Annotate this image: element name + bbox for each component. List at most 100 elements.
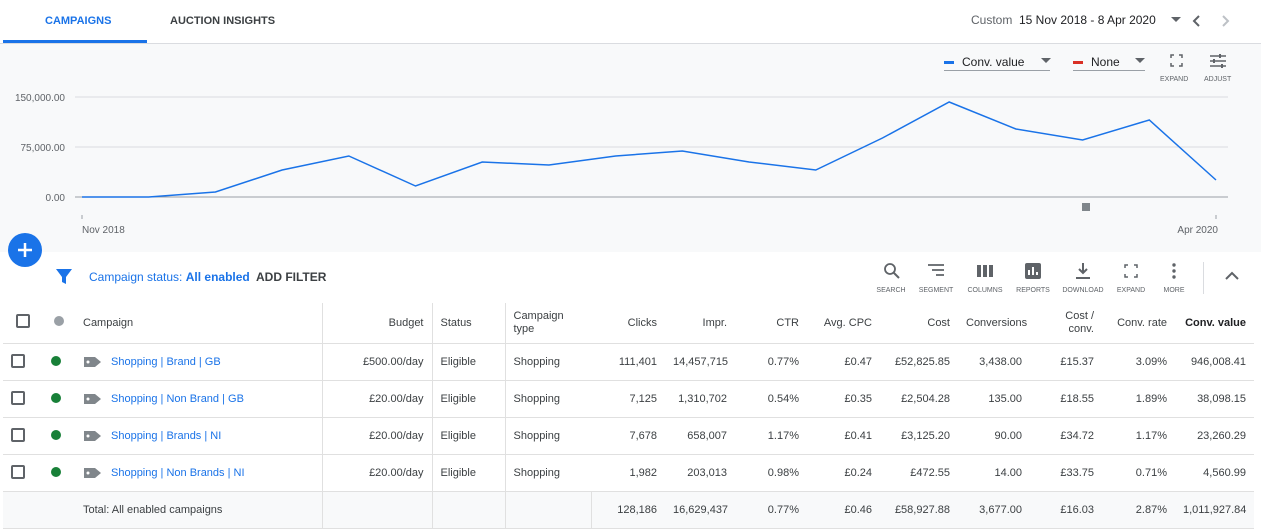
table-cell: Eligible [432, 454, 506, 492]
toolbar-icon [1074, 262, 1092, 285]
table-cell: 2.87% [1102, 491, 1175, 529]
toolbar-button[interactable]: REPORTS [1016, 287, 1050, 294]
icon [977, 265, 993, 277]
table-cell: £0.46 [807, 491, 880, 529]
tab[interactable]: AUCTION INSIGHTS [170, 15, 276, 27]
table-cell: 0.54% [735, 380, 807, 418]
table-cell: £3,125.20 [880, 417, 958, 455]
column-header[interactable]: Clicks [591, 303, 665, 344]
table-cell: 16,629,437 [665, 491, 735, 529]
tag-icon [84, 468, 101, 478]
table-cell: 946,008.41 [1175, 343, 1254, 381]
table-cell: 0.77% [735, 491, 807, 529]
toolbar-button[interactable]: MORE [1163, 287, 1185, 294]
checkbox[interactable] [11, 390, 25, 405]
filter-label[interactable]: Campaign status: All enabled [89, 270, 250, 284]
table-cell: 7,678 [591, 417, 665, 455]
column-header[interactable]: Cost [880, 303, 958, 344]
table-cell: 1,011,927.84 [1175, 491, 1254, 529]
collapse[interactable] [1224, 270, 1240, 282]
table-cell: Eligible [432, 417, 506, 455]
filter-name: Campaign status: [89, 270, 183, 284]
row-status [42, 380, 75, 418]
column-header[interactable]: Conv. value [1175, 303, 1254, 344]
toolbar-button[interactable]: EXPAND [1116, 287, 1146, 294]
table-cell: £18.55 [1030, 380, 1102, 418]
status-dot [51, 392, 61, 403]
toolbar-button[interactable]: DOWNLOAD [1062, 287, 1104, 294]
table-cell: 3,677.00 [958, 491, 1030, 529]
table-cell: 1.89% [1102, 380, 1175, 418]
table-cell: 90.00 [958, 417, 1030, 455]
toolbar-icon [1165, 262, 1183, 285]
table-cell: 23,260.29 [1175, 417, 1254, 455]
y-tick-label: 75,000.00 [21, 143, 66, 154]
campaign-link[interactable]: Shopping | Non Brands | NI [111, 466, 245, 479]
legend-swatch [1073, 61, 1083, 64]
blank-cell [432, 491, 506, 529]
checkbox[interactable] [11, 427, 25, 442]
add-filter[interactable]: ADD FILTER [256, 270, 327, 284]
underline [944, 70, 1050, 71]
table-cell: 1,982 [591, 454, 665, 492]
metric-select[interactable]: Conv. value [962, 55, 1025, 69]
x-tick-label: Apr 2020 [1177, 225, 1218, 236]
checkbox[interactable] [15, 314, 30, 328]
add-button[interactable] [7, 232, 45, 270]
campaign-link[interactable]: Shopping | Brands | NI [111, 429, 222, 442]
filter-icon[interactable] [55, 268, 75, 286]
checkbox[interactable] [11, 353, 25, 368]
column-header[interactable]: Status [432, 303, 506, 344]
table-row: Shopping | Non Brand | GB £20.00/day Eligi… [3, 380, 1254, 418]
column-header[interactable]: CTR [735, 303, 807, 344]
table-cell: Shopping [505, 343, 591, 381]
tab[interactable]: CAMPAIGNS [45, 15, 112, 27]
total-row: Total: All enabled campaigns 128,186 16,62… [3, 491, 1254, 529]
tab-indicator [3, 40, 147, 43]
campaign-cell: Shopping | Non Brands | NI [75, 454, 323, 492]
column-header[interactable]: Avg. CPC [807, 303, 880, 344]
table-cell: 0.77% [735, 343, 807, 381]
table-cell: 4,560.99 [1175, 454, 1254, 492]
legend-swatch [944, 61, 954, 64]
divider [1203, 262, 1204, 294]
row-checkbox [3, 380, 42, 418]
toolbar-button[interactable]: COLUMNS [967, 287, 1003, 294]
annotation-marker[interactable] [1082, 203, 1090, 211]
campaign-link[interactable]: Shopping | Non Brand | GB [111, 392, 244, 405]
table-cell: 0.98% [735, 454, 807, 492]
checkbox[interactable] [11, 464, 25, 479]
table-cell: 7,125 [591, 380, 665, 418]
column-header[interactable]: Campaign type [505, 303, 591, 344]
date-range[interactable]: 15 Nov 2018 - 8 Apr 2020 [1019, 13, 1156, 27]
table-cell: £20.00/day [322, 454, 433, 492]
adjust-button[interactable]: ADJUST [1204, 76, 1232, 83]
column-header[interactable]: Cost / conv. [1030, 303, 1102, 344]
header-checkbox [3, 303, 42, 344]
table-cell: Shopping [505, 417, 591, 455]
column-header[interactable]: Campaign [75, 303, 323, 344]
table-cell: £16.03 [1030, 491, 1102, 529]
icon [1124, 264, 1138, 278]
column-header[interactable]: Budget [322, 303, 433, 344]
column-header[interactable]: Conversions [958, 303, 1030, 344]
table-cell: 658,007 [665, 417, 735, 455]
date-nav[interactable] [1168, 12, 1248, 30]
campaign-cell: Shopping | Brand | GB [75, 343, 323, 381]
date-label: Custom [971, 13, 1013, 27]
blank-cell [3, 491, 42, 529]
metric-select[interactable]: None [1091, 55, 1120, 69]
icon [1076, 263, 1090, 279]
column-header[interactable]: Conv. rate [1102, 303, 1175, 344]
data-line [82, 101, 1217, 198]
table-cell: £500.00/day [322, 343, 433, 381]
table-row: Shopping | Non Brands | NI £20.00/day Elig… [3, 454, 1254, 492]
table-cell: £0.24 [807, 454, 880, 492]
expand-button[interactable]: EXPAND [1160, 76, 1189, 83]
campaign-link[interactable]: Shopping | Brand | GB [111, 355, 221, 368]
table-row: Shopping | Brand | GB £500.00/day Eligible… [3, 343, 1254, 381]
toolbar-button[interactable]: SEGMENT [918, 287, 954, 294]
toolbar-button[interactable]: SEARCH [876, 287, 906, 294]
status-dot [53, 316, 64, 326]
column-header[interactable]: Impr. [665, 303, 735, 344]
